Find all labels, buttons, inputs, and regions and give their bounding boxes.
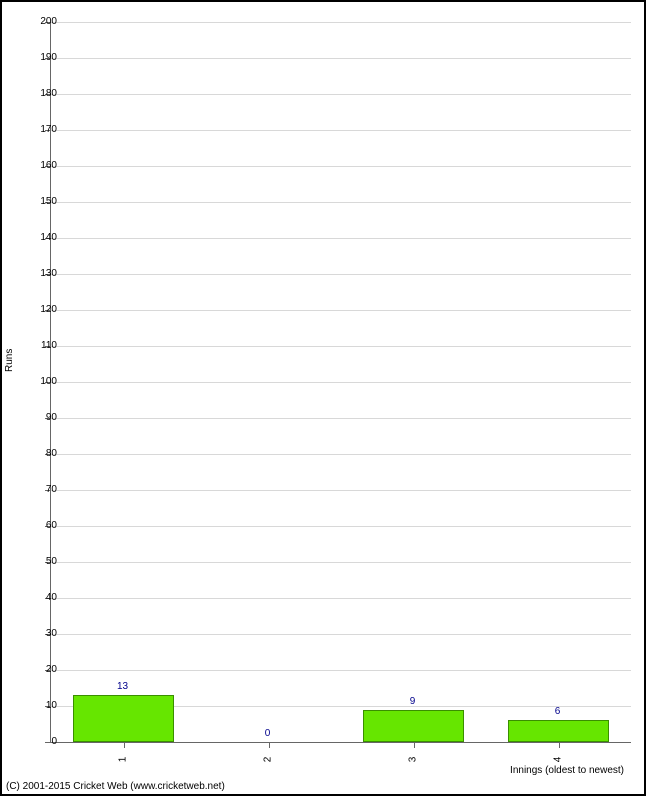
y-tick-label: 100 bbox=[27, 377, 57, 387]
x-axis-title: Innings (oldest to newest) bbox=[510, 765, 624, 776]
grid-line bbox=[51, 670, 631, 671]
bar-value-label: 0 bbox=[248, 728, 288, 739]
y-tick-label: 80 bbox=[27, 449, 57, 459]
bar bbox=[73, 695, 175, 742]
y-tick-label: 180 bbox=[27, 89, 57, 99]
chart-frame: Runs Innings (oldest to newest) (C) 2001… bbox=[0, 0, 646, 796]
y-tick-label: 120 bbox=[27, 305, 57, 315]
y-tick-label: 30 bbox=[27, 629, 57, 639]
y-tick-label: 50 bbox=[27, 557, 57, 567]
y-tick-label: 60 bbox=[27, 521, 57, 531]
grid-line bbox=[51, 454, 631, 455]
y-tick-label: 130 bbox=[27, 269, 57, 279]
grid-line bbox=[51, 202, 631, 203]
bar bbox=[508, 720, 610, 742]
x-tick-label: 2 bbox=[262, 750, 273, 770]
grid-line bbox=[51, 130, 631, 131]
x-tick bbox=[414, 742, 415, 748]
y-tick-label: 150 bbox=[27, 197, 57, 207]
grid-line bbox=[51, 310, 631, 311]
y-tick-label: 90 bbox=[27, 413, 57, 423]
grid-line bbox=[51, 418, 631, 419]
bar-value-label: 13 bbox=[103, 681, 143, 692]
grid-line bbox=[51, 22, 631, 23]
grid-line bbox=[51, 490, 631, 491]
grid-line bbox=[51, 274, 631, 275]
grid-line bbox=[51, 526, 631, 527]
y-tick-label: 200 bbox=[27, 17, 57, 27]
y-tick-label: 140 bbox=[27, 233, 57, 243]
x-tick bbox=[124, 742, 125, 748]
grid-line bbox=[51, 562, 631, 563]
plot-area bbox=[50, 22, 631, 743]
bar bbox=[363, 710, 465, 742]
bar-value-label: 6 bbox=[538, 706, 578, 717]
grid-line bbox=[51, 58, 631, 59]
grid-line bbox=[51, 634, 631, 635]
x-tick-label: 4 bbox=[552, 750, 563, 770]
y-tick-label: 40 bbox=[27, 593, 57, 603]
grid-line bbox=[51, 166, 631, 167]
y-axis-title: Runs bbox=[4, 349, 15, 372]
y-tick-label: 10 bbox=[27, 701, 57, 711]
y-tick-label: 190 bbox=[27, 53, 57, 63]
grid-line bbox=[51, 382, 631, 383]
bar-value-label: 9 bbox=[393, 696, 433, 707]
grid-line bbox=[51, 346, 631, 347]
grid-line bbox=[51, 238, 631, 239]
x-tick bbox=[559, 742, 560, 748]
y-tick-label: 20 bbox=[27, 665, 57, 675]
x-tick-label: 3 bbox=[407, 750, 418, 770]
y-tick-label: 0 bbox=[27, 737, 57, 747]
y-tick-label: 170 bbox=[27, 125, 57, 135]
copyright-text: (C) 2001-2015 Cricket Web (www.cricketwe… bbox=[6, 781, 225, 792]
y-tick-label: 70 bbox=[27, 485, 57, 495]
grid-line bbox=[51, 94, 631, 95]
y-tick-label: 160 bbox=[27, 161, 57, 171]
x-tick-label: 1 bbox=[117, 750, 128, 770]
x-tick bbox=[269, 742, 270, 748]
grid-line bbox=[51, 598, 631, 599]
y-tick-label: 110 bbox=[27, 341, 57, 351]
